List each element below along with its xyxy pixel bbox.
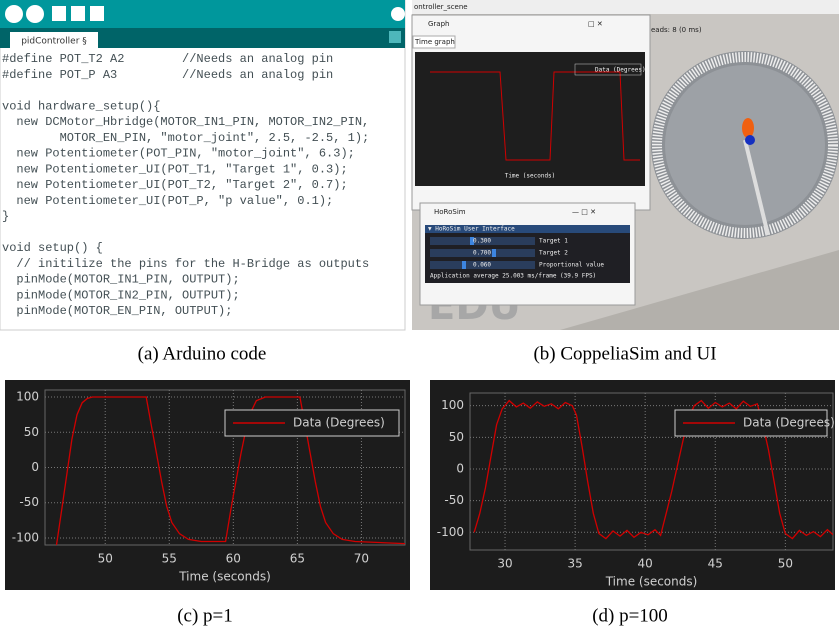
slider-value: 0.700 <box>473 250 491 257</box>
mini-legend: Data (Degrees) <box>595 67 646 74</box>
x-axis-label: Time (seconds) <box>605 575 698 589</box>
toolbar-button[interactable] <box>52 6 66 21</box>
code-line: pinMode(MOTOR_IN1_PIN, OUTPUT); <box>2 273 240 287</box>
slider-grab <box>492 249 496 257</box>
code-line: #define POT_T2 A2 //Needs an analog pin <box>2 52 333 66</box>
x-tick-label: 65 <box>290 552 305 566</box>
window-controls: □ ✕ <box>588 20 603 28</box>
y-tick-label: -50 <box>444 493 464 507</box>
slider-label: Proportional value <box>539 262 604 269</box>
x-tick-label: 45 <box>708 557 723 571</box>
scene-tab: ontroller_scene <box>414 3 468 11</box>
caption: (d) p=100 <box>592 605 668 626</box>
fps-text: Application average 25.003 ms/frame (39.… <box>430 273 596 280</box>
caption: (a) Arduino code <box>138 343 267 364</box>
code-line: new Potentiometer_UI(POT_T2, "Target 2",… <box>2 178 348 192</box>
arduino-ide: pidController § #define POT_T2 A2 //Need… <box>0 0 405 364</box>
x-tick-label: 50 <box>98 552 113 566</box>
window-title: Graph <box>428 20 449 28</box>
toolbar-button[interactable] <box>71 6 85 21</box>
code-line: new Potentiometer_UI(POT_T1, "Target 1",… <box>2 162 348 176</box>
window-title: HoRoSim <box>434 208 466 216</box>
caption: (b) CoppeliaSim and UI <box>533 343 716 364</box>
x-axis-label: Time (seconds) <box>178 570 271 584</box>
y-tick-label: 100 <box>16 390 39 404</box>
plots: -100 -50 0 50 100 50 55 60 65 70 Time (seconds) Dat… <box>5 380 835 626</box>
slider-label: Target 1 <box>539 238 568 245</box>
slider-grab <box>462 261 466 269</box>
legend-label: Data (Degrees) <box>743 416 835 430</box>
code-line: MOTOR_EN_PIN, "motor_joint", 2.5, -2.5, … <box>2 131 369 145</box>
x-tick-label: 55 <box>162 552 177 566</box>
window-controls: — □ ✕ <box>572 208 596 216</box>
x-tick-label: 50 <box>778 557 793 571</box>
y-tick-label: 50 <box>24 425 39 439</box>
ui-panel-title: ▼ HoRoSim User Interface <box>428 226 515 233</box>
code-line: void setup() { <box>2 241 103 255</box>
y-tick-label: -100 <box>12 530 39 544</box>
x-tick-label: 70 <box>354 552 369 566</box>
slider-value: 0.300 <box>473 238 491 245</box>
plot-panel: -100 -50 0 50 100 50 55 60 65 70 Time (seconds) Dat… <box>5 380 410 626</box>
slider-value: 0.060 <box>473 262 491 269</box>
figure: pidController § #define POT_T2 A2 //Need… <box>0 0 839 637</box>
y-tick-label: 100 <box>441 398 464 412</box>
code-line: pinMode(MOTOR_IN2_PIN, OUTPUT); <box>2 288 240 302</box>
file-tab-label: pidController § <box>21 37 87 47</box>
caption: (c) p=1 <box>177 605 233 626</box>
slider-label: Target 2 <box>539 250 568 257</box>
code-line: new Potentiometer(POT_PIN, "motor_joint"… <box>2 147 355 161</box>
code-line: pinMode(MOTOR_EN_PIN, OUTPUT); <box>2 304 232 318</box>
code-line: } <box>2 210 9 224</box>
code-line: new DCMotor_Hbridge(MOTOR_IN1_PIN, MOTOR… <box>2 115 369 129</box>
y-tick-label: -50 <box>19 495 39 509</box>
y-tick-label: 0 <box>31 460 39 474</box>
y-tick-label: 0 <box>456 461 464 475</box>
plot-panel: -100 -50 0 50 100 30 35 40 45 50 Time (seconds) Dat… <box>430 380 835 626</box>
status-text: eads: 8 (0 ms) <box>651 26 702 34</box>
y-tick-label: -100 <box>437 525 464 539</box>
x-tick-label: 40 <box>638 557 653 571</box>
code-line: // initilize the pins for the H-Bridge a… <box>2 257 369 271</box>
legend-label: Data (Degrees) <box>293 416 385 430</box>
coppeliasim: ontroller_scene eads: 8 (0 ms) EDU Graph… <box>412 0 839 364</box>
code-line: void hardware_setup(){ <box>2 99 160 113</box>
x-tick-label: 35 <box>567 557 582 571</box>
code-line: new Potentiometer_UI(POT_P, "p value", 0… <box>2 194 333 208</box>
y-tick-label: 50 <box>449 430 464 444</box>
x-tick-label: 60 <box>226 552 241 566</box>
toolbar-button[interactable] <box>90 6 104 21</box>
code-line: #define POT_P A3 //Needs an analog pin <box>2 68 333 82</box>
mini-x-label: Time (seconds) <box>505 173 556 180</box>
graph-tab[interactable]: Time graph <box>414 38 455 46</box>
x-tick-label: 30 <box>497 557 512 571</box>
